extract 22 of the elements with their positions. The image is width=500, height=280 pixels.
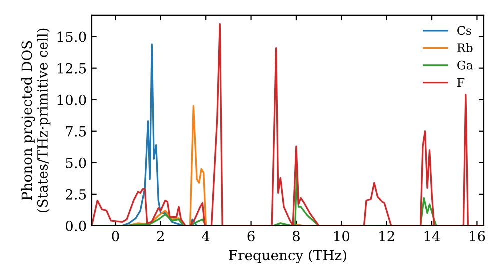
x-tick-label: 10 (334, 231, 350, 242)
y-tick-label: 0.0 (66, 220, 86, 232)
legend-label: F (458, 78, 465, 87)
y-tick-label: 12.5 (58, 63, 86, 74)
y-tick-label: 2.5 (66, 189, 86, 200)
legend-label: Rb (458, 43, 473, 52)
x-axis-title: Frequency (THz) (229, 250, 346, 264)
x-tick-label: 14 (424, 231, 440, 242)
x-tick-label: 16 (470, 231, 486, 242)
y-tick-label: 5.0 (66, 158, 86, 168)
x-tick-label: 6 (248, 231, 255, 242)
x-tick-label: 2 (157, 231, 164, 242)
x-tick-label: 0 (112, 231, 120, 242)
legend-label: Cs (458, 26, 472, 36)
x-tick-label: 8 (292, 231, 300, 242)
y-tick-label: 15.0 (58, 32, 86, 42)
x-tick-label: 12 (380, 231, 394, 242)
y-axis-title: Phonon projected DOS (States/THz·primitive cell) (21, 28, 51, 213)
x-tick-label: 4 (202, 231, 210, 242)
y-tick-label: 10.0 (58, 94, 86, 106)
y-tick-label: 7.5 (66, 126, 86, 137)
legend-label: Ga (458, 60, 474, 70)
